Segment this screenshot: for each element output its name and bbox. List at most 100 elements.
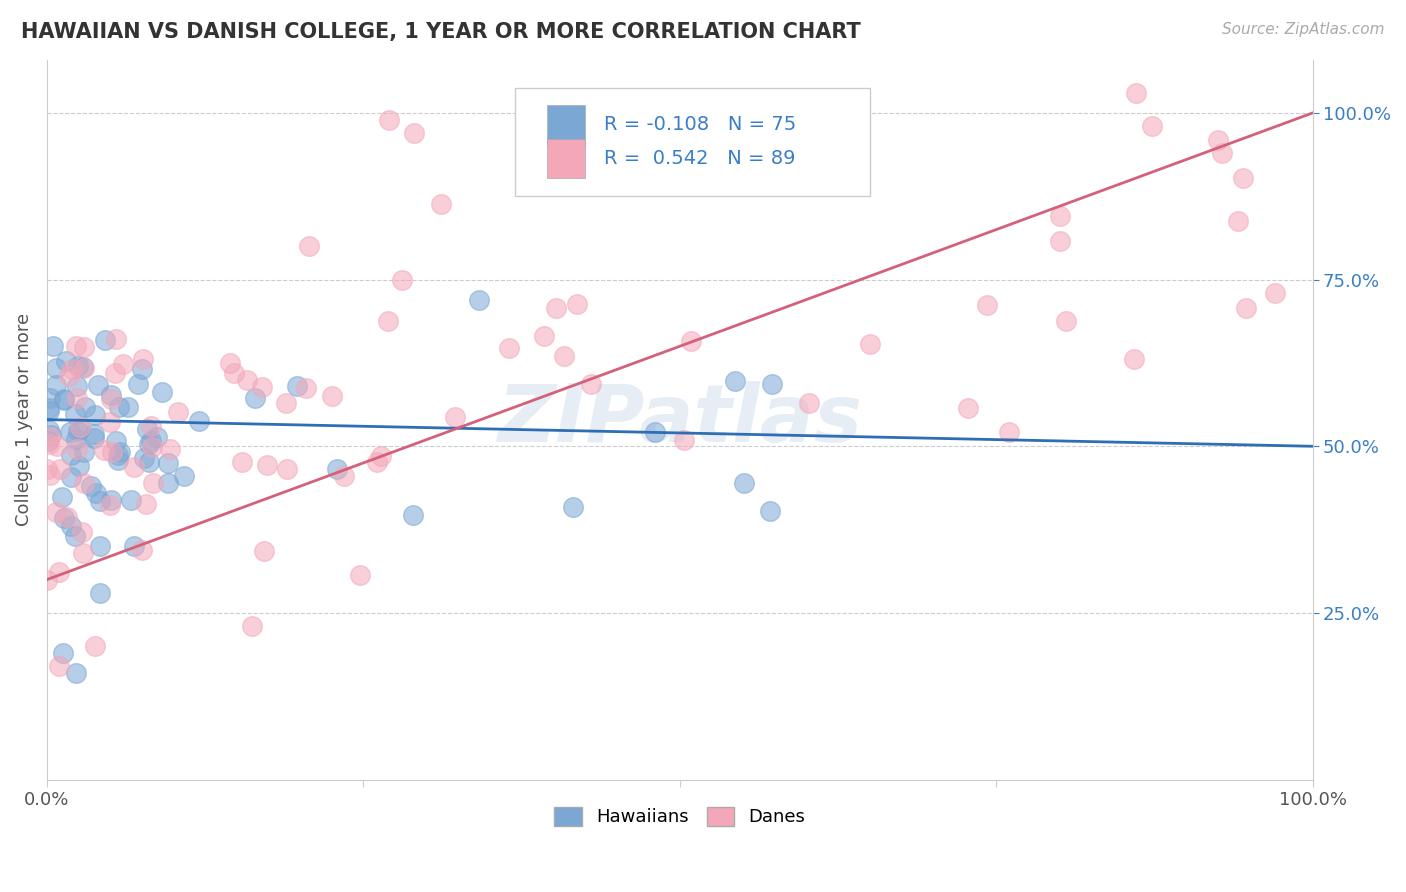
- Point: [142, 475, 165, 490]
- Point: [562, 500, 585, 515]
- Point: [89, 539, 111, 553]
- Point: [672, 434, 695, 448]
- Point: [132, 450, 155, 465]
- Point: [402, 508, 425, 522]
- Point: [55, 353, 77, 368]
- Point: [42, 339, 65, 353]
- Point: [256, 458, 278, 472]
- Point: [138, 455, 160, 469]
- Point: [72, 360, 94, 375]
- Point: [83, 427, 105, 442]
- Point: [553, 349, 575, 363]
- Point: [391, 273, 413, 287]
- Point: [69, 420, 91, 434]
- Point: [98, 415, 121, 429]
- Point: [150, 385, 173, 400]
- Point: [1264, 285, 1286, 300]
- Point: [69, 422, 91, 436]
- Point: [733, 475, 755, 490]
- Point: [139, 434, 162, 448]
- Point: [370, 449, 392, 463]
- Point: [104, 367, 127, 381]
- Text: R =  0.542   N = 89: R = 0.542 N = 89: [603, 149, 796, 168]
- Point: [1122, 352, 1144, 367]
- Point: [236, 373, 259, 387]
- Point: [45, 377, 67, 392]
- Point: [276, 462, 298, 476]
- Point: [52, 646, 75, 660]
- Point: [56, 509, 79, 524]
- Point: [67, 424, 90, 438]
- Point: [294, 381, 316, 395]
- Point: [38, 423, 60, 437]
- Point: [231, 455, 253, 469]
- Point: [100, 392, 122, 406]
- Point: [65, 391, 87, 405]
- Point: [104, 434, 127, 448]
- Point: [72, 444, 94, 458]
- Point: [67, 459, 90, 474]
- Point: [73, 400, 96, 414]
- Point: [39, 391, 62, 405]
- Point: [51, 490, 73, 504]
- Point: [218, 356, 240, 370]
- Point: [108, 400, 131, 414]
- Point: [93, 442, 115, 457]
- Point: [321, 389, 343, 403]
- Point: [173, 469, 195, 483]
- Point: [83, 431, 105, 445]
- Point: [38, 401, 60, 415]
- Point: [52, 511, 75, 525]
- Point: [66, 442, 89, 457]
- Point: [80, 479, 103, 493]
- FancyBboxPatch shape: [515, 88, 869, 196]
- Point: [100, 388, 122, 402]
- Point: [366, 454, 388, 468]
- Point: [997, 425, 1019, 439]
- Point: [287, 379, 309, 393]
- Point: [546, 301, 568, 315]
- Point: [48, 659, 70, 673]
- Point: [65, 338, 87, 352]
- Point: [1140, 120, 1163, 134]
- Point: [66, 379, 89, 393]
- Text: ZIPatlas: ZIPatlas: [498, 381, 862, 458]
- Point: [59, 425, 82, 439]
- Point: [84, 486, 107, 500]
- Point: [533, 328, 555, 343]
- Point: [724, 374, 747, 388]
- Point: [117, 401, 139, 415]
- Point: [72, 360, 94, 375]
- Point: [761, 377, 783, 392]
- Point: [65, 665, 87, 680]
- Point: [222, 366, 245, 380]
- Y-axis label: College, 1 year or more: College, 1 year or more: [15, 313, 32, 526]
- Point: [98, 498, 121, 512]
- Point: [49, 462, 72, 476]
- Point: [112, 357, 135, 371]
- Point: [39, 467, 62, 482]
- Point: [444, 410, 467, 425]
- Point: [1049, 210, 1071, 224]
- FancyBboxPatch shape: [547, 105, 585, 145]
- Point: [136, 422, 159, 436]
- Point: [859, 336, 882, 351]
- Point: [377, 314, 399, 328]
- Point: [243, 391, 266, 405]
- Point: [73, 475, 96, 490]
- Point: [1125, 86, 1147, 100]
- Point: [39, 430, 62, 444]
- Point: [122, 539, 145, 553]
- Point: [52, 392, 75, 407]
- Point: [110, 445, 132, 459]
- Point: [468, 293, 491, 308]
- Point: [157, 475, 180, 490]
- Point: [498, 341, 520, 355]
- Point: [38, 436, 60, 450]
- Point: [100, 492, 122, 507]
- Point: [298, 239, 321, 253]
- Point: [1049, 235, 1071, 249]
- Point: [37, 573, 59, 587]
- Point: [59, 448, 82, 462]
- Point: [59, 470, 82, 484]
